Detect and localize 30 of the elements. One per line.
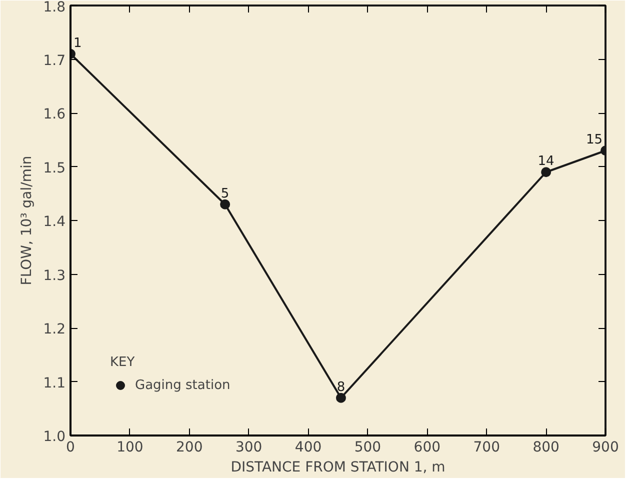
point [336,392,346,403]
y-tick-label: 1.3 [43,268,66,284]
x-tick-label: 100 [116,440,144,456]
x-tick-label: 500 [354,440,382,456]
legend-label: Gaging station [135,378,230,392]
y-tick-label: 1.7 [43,52,66,69]
y-axis-title: FLOW, 10³ gal/min [19,156,36,286]
y-tick-label: 1.1 [43,375,66,392]
x-tick-label: 600 [414,440,441,456]
y-tick-label: 1.8 [43,0,66,16]
y-tick-label: 1.0 [43,429,66,445]
annotation: 1 [74,36,82,51]
x-tick-label: 300 [235,440,262,456]
point [220,199,230,210]
annotation: 8 [336,380,346,395]
y-tick-label: 1.4 [43,214,66,230]
x-tick-label: 800 [532,440,560,456]
x-tick-label: 200 [176,440,203,456]
annotation: 5 [220,186,230,202]
x-tick-label: 700 [473,440,500,456]
x-tick-label: 400 [294,440,322,456]
y-tick-label: 1.2 [43,322,66,338]
x-axis-title: DISTANCE FROM STATION 1, m [230,460,446,476]
legend-title: KEY [110,355,136,370]
y-tick-label: 1.6 [43,106,66,122]
x-tick-label: 0 [66,440,75,456]
x-tick-label: 900 [592,440,619,456]
annotation: 15 [586,132,603,148]
annotation: 14 [538,154,554,170]
y-tick-label: 1.5 [43,160,66,176]
